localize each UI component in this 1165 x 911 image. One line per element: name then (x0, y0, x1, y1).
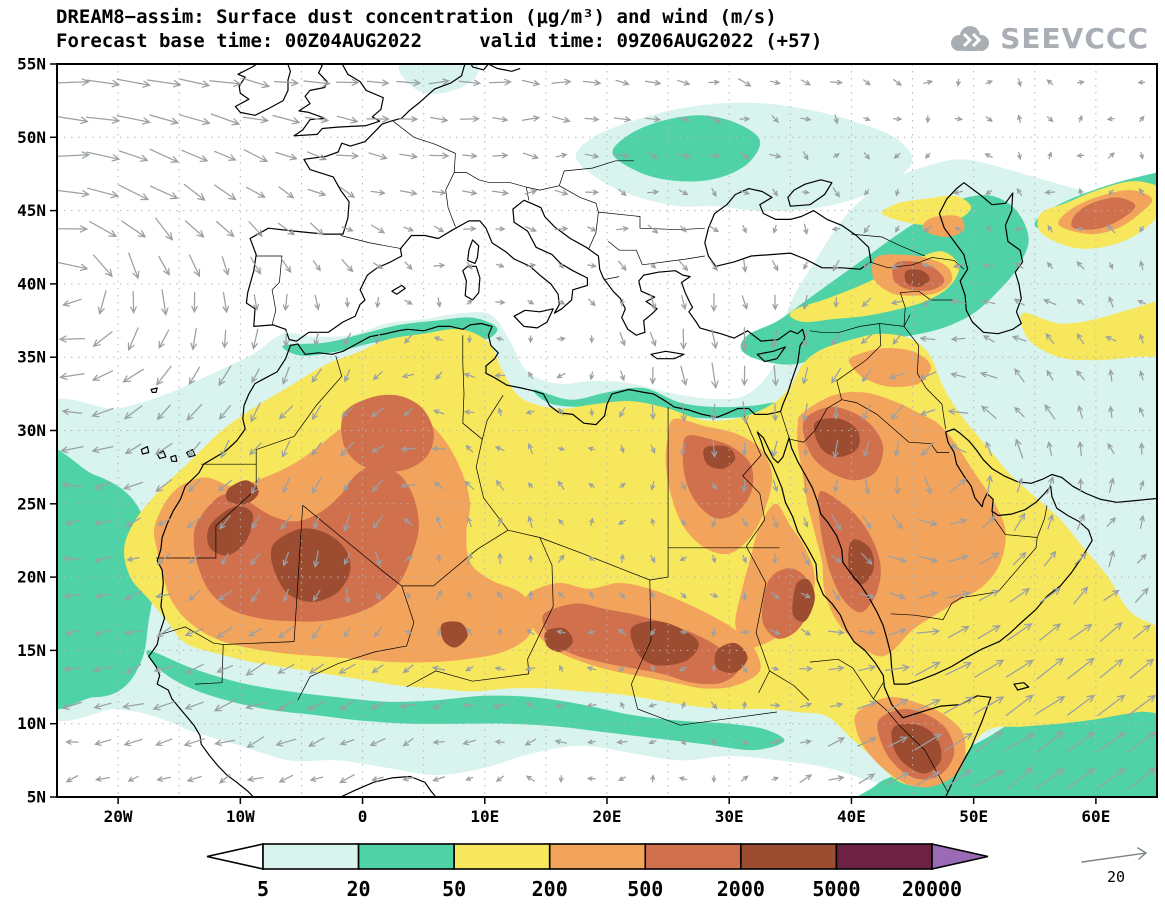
cloud-icon (951, 25, 990, 51)
x-tick-label: 40E (837, 807, 866, 826)
colorbar-segment (548, 843, 647, 870)
colorbar-tick-label: 500 (627, 877, 663, 901)
x-tick-label: 20W (104, 807, 133, 826)
wind-reference: 20 (1081, 847, 1148, 886)
colorbar-tick-label: 200 (532, 877, 568, 901)
y-tick-label: 35N (17, 348, 46, 367)
dust-layer (57, 64, 1157, 797)
y-tick-label: 25N (17, 494, 46, 513)
colorbar-left-arrow (206, 843, 264, 870)
colorbar-segment (644, 843, 742, 870)
y-tick-label: 50N (17, 128, 46, 147)
x-tick-label: 30E (715, 807, 744, 826)
wind-arrows-layer (57, 77, 1157, 791)
page-subtitle: Forecast base time: 00Z04AUG2022 valid t… (56, 30, 823, 52)
y-tick-label: 15N (17, 641, 46, 660)
y-tick-label: 40N (17, 274, 46, 293)
logo-text: SEEVCCC (1000, 22, 1149, 55)
colorbar-tick-label: 50 (442, 877, 466, 901)
colorbar-tick-label: 2000 (717, 877, 765, 901)
x-tick-label: 10E (470, 807, 499, 826)
colorbar: 5 20 50 200 500 2000 5000 20000 (206, 843, 989, 901)
x-tick-label: 20E (593, 807, 622, 826)
y-tick-label: 45N (17, 201, 46, 220)
colorbar-tick-label: 20000 (902, 877, 962, 901)
y-tick-label: 30N (17, 421, 46, 440)
borders-layer (156, 120, 1048, 793)
colorbar-segment (740, 843, 838, 870)
y-tick-label: 55N (17, 55, 46, 74)
coastlines-layer (140, 64, 1157, 797)
x-tick-label: 60E (1081, 807, 1110, 826)
x-tick-label: 50E (959, 807, 988, 826)
axis-labels: 55N 50N 45N 40N 35N 30N 25N 20N 15N 10N 5N 20W 10W 0 1… (17, 55, 1110, 827)
y-tick-label: 20N (17, 568, 46, 587)
colorbar-tick-label: 20 (347, 877, 371, 901)
seevccc-logo: SEEVCCC (945, 22, 1149, 55)
x-tick-label: 0 (358, 807, 368, 826)
colorbar-segment (262, 843, 360, 870)
colorbar-tick-label: 5 (257, 877, 269, 901)
y-tick-label: 5N (27, 788, 46, 807)
colorbar-right-arrow (931, 843, 989, 870)
colorbar-segment (835, 843, 933, 870)
colorbar-tick-label: 5000 (812, 877, 860, 901)
colorbar-segment (357, 843, 455, 870)
wind-reference-label: 20 (1107, 868, 1125, 886)
y-tick-label: 10N (17, 714, 46, 733)
wind-reference-arrow (1081, 847, 1148, 863)
x-tick-label: 10W (226, 807, 255, 826)
title-block: DREAM8−assim: Surface dust concentration… (56, 5, 822, 53)
map-canvas (57, 64, 1157, 797)
colorbar-segment (453, 843, 551, 870)
page-title: DREAM8−assim: Surface dust concentration… (56, 6, 777, 28)
